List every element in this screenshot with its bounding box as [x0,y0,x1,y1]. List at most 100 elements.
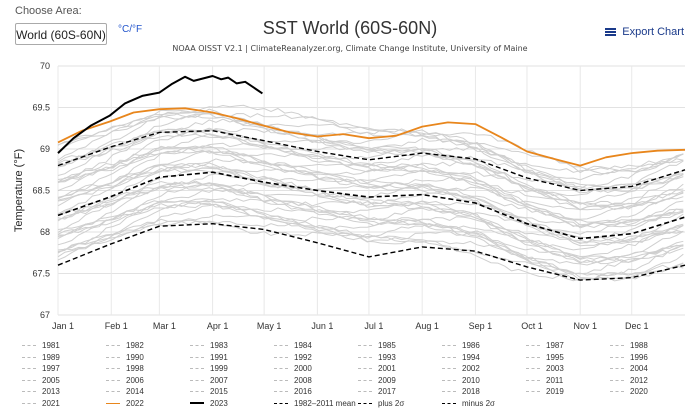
legend-item[interactable]: 1981 [22,341,60,350]
legend-label: 2018 [462,387,480,396]
legend-item[interactable]: 2005 [22,376,60,385]
legend-item[interactable]: plus 2σ [358,399,404,408]
legend-item[interactable]: 1999 [190,364,228,373]
legend-swatch [190,402,204,404]
legend-item[interactable]: 1995 [526,353,564,362]
legend-swatch [190,356,204,358]
series-line-2005 [57,145,684,220]
legend-item[interactable]: 2014 [106,387,144,396]
legend-item[interactable]: 2021 [22,399,60,408]
x-tick-label: Jul 1 [364,321,383,331]
legend-item[interactable]: 1985 [358,341,396,350]
legend-item[interactable]: 2004 [610,364,648,373]
legend-swatch [274,356,288,358]
legend-item[interactable]: 1982–2011 mean [274,399,356,408]
legend-item[interactable]: 1993 [358,353,396,362]
legend-item[interactable]: 2017 [358,387,396,396]
legend-item[interactable]: 2022 [106,399,144,408]
legend-swatch [442,402,456,404]
legend-item[interactable]: 1986 [442,341,480,350]
legend-item[interactable]: 1988 [610,341,648,350]
export-chart-label: Export Chart [622,26,684,38]
legend-label: 1987 [546,341,564,350]
legend-label: 2002 [462,364,480,373]
legend-swatch [274,402,288,404]
legend-label: 1998 [126,364,144,373]
y-tick-label: 69 [40,144,50,154]
legend-swatch [22,391,36,392]
series-line-2008 [57,142,684,210]
series-line-1991 [57,182,684,264]
legend-item[interactable]: 2008 [274,376,312,385]
legend-item[interactable]: 2023 [190,399,228,408]
series-line-2000 [57,164,684,227]
legend-swatch [526,379,540,381]
legend-item[interactable]: 2020 [610,387,648,396]
legend-item[interactable]: 2009 [358,376,396,385]
legend-item[interactable]: 1990 [106,353,144,362]
legend-label: 2021 [42,398,60,408]
legend-item[interactable]: 2002 [442,364,480,373]
legend-swatch [610,345,624,346]
export-chart-button[interactable]: Export Chart [605,26,684,38]
legend-label: 2007 [210,375,228,385]
legend-swatch [190,368,204,369]
legend-label: 1981 [42,341,60,350]
legend-item[interactable]: 1992 [274,353,312,362]
legend-label: 2006 [126,375,144,385]
x-tick-label: Nov 1 [573,321,597,331]
series-line-2014 [57,127,684,191]
legend-item[interactable]: 2000 [274,364,312,373]
legend-label: 2015 [210,387,228,396]
legend-item[interactable]: 1983 [190,341,228,350]
legend-swatch [274,379,288,381]
legend-swatch [610,368,624,369]
legend-item[interactable]: 2013 [22,387,60,396]
legend-item[interactable]: 2011 [526,376,563,385]
legend-label: 2020 [630,387,648,396]
legend-swatch [22,368,36,369]
y-tick-label: 68.5 [32,186,50,196]
y-tick-label: 67 [40,310,50,320]
legend-label: 2014 [126,387,144,396]
legend-swatch [358,402,372,404]
x-tick-label: Apr 1 [207,321,229,331]
legend-item[interactable]: 2018 [442,387,480,396]
legend-item[interactable]: 2006 [106,376,144,385]
legend-item[interactable]: 2016 [274,387,312,396]
legend-item[interactable]: 1984 [274,341,312,350]
legend-label: 2022 [126,398,144,408]
legend-item[interactable]: 1996 [610,353,648,362]
legend-item[interactable]: 2007 [190,376,228,385]
legend-item[interactable]: 2003 [526,364,564,373]
legend-swatch [358,379,372,381]
legend-item[interactable]: 1998 [106,364,144,373]
legend-swatch [358,391,372,392]
legend-item[interactable]: 1987 [526,341,564,350]
legend-item[interactable]: 2012 [610,376,648,385]
legend-item[interactable]: 1991 [190,353,228,362]
legend-label: 2017 [378,387,396,396]
series-line-2019 [57,112,684,173]
legend-item[interactable]: 1982 [106,341,144,350]
legend-item[interactable]: 2019 [526,387,564,396]
area-select[interactable]: World (60S-60N) [15,23,107,45]
unit-toggle-button[interactable]: °C/°F [118,24,143,35]
legend-swatch [526,368,540,369]
legend-item[interactable]: 2015 [190,387,228,396]
legend-swatch [106,356,120,358]
y-tick-label: 67.5 [32,269,50,279]
x-tick-label: May 1 [257,321,282,331]
legend-item[interactable]: 2001 [358,364,396,373]
legend-swatch [442,345,456,346]
legend-item[interactable]: 1997 [22,364,60,373]
legend-item[interactable]: 2010 [442,376,480,385]
menu-icon [605,28,617,36]
legend-swatch [442,356,456,358]
legend-item[interactable]: 1989 [22,353,60,362]
y-axis-title: Temperature (°F) [13,149,25,232]
legend-swatch [22,379,36,381]
legend-item[interactable]: minus 2σ [442,399,495,408]
legend-swatch [442,368,456,369]
legend-item[interactable]: 1994 [442,353,480,362]
